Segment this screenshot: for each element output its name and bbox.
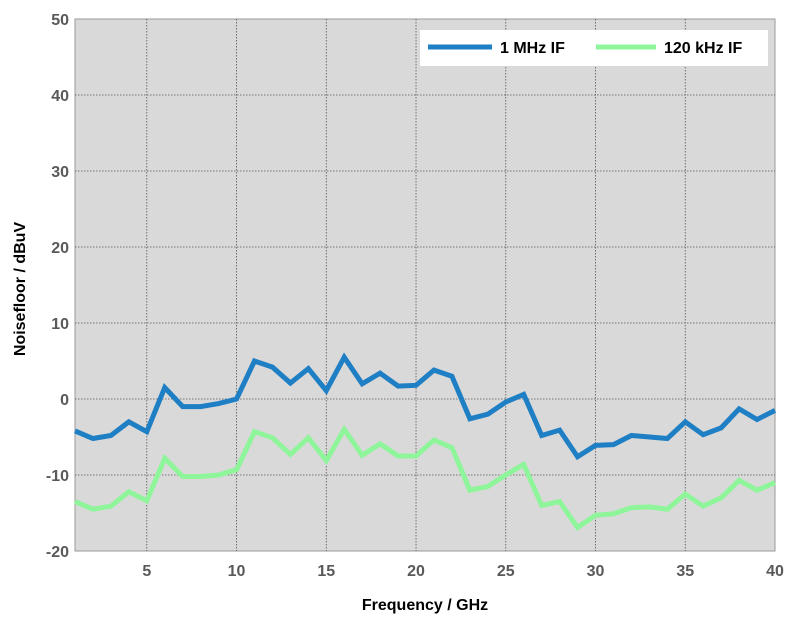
x-tick-label: 10 — [228, 563, 246, 580]
legend-label-1mhz: 1 MHz IF — [500, 40, 565, 57]
x-tick-label: 25 — [497, 563, 515, 580]
grid-lines — [75, 19, 775, 551]
y-tick-label: 30 — [51, 164, 69, 181]
legend: 1 MHz IF 120 kHz IF — [420, 30, 768, 66]
y-tick-label: -20 — [46, 544, 69, 561]
x-tick-labels: 5 10 15 20 25 30 35 40 — [142, 563, 784, 580]
y-tick-label: 40 — [51, 88, 69, 105]
y-tick-label: 10 — [51, 316, 69, 333]
y-tick-labels: -20 -10 0 10 20 30 40 50 — [46, 12, 69, 561]
x-tick-label: 40 — [766, 563, 784, 580]
x-tick-label: 30 — [587, 563, 605, 580]
plot-area — [74, 18, 776, 552]
y-tick-label: 0 — [60, 392, 69, 409]
x-tick-label: 35 — [676, 563, 694, 580]
series-layer — [74, 352, 777, 531]
series-line-120khz — [74, 424, 776, 531]
legend-label-120khz: 120 kHz IF — [664, 40, 742, 57]
y-tick-label: 20 — [51, 240, 69, 257]
y-axis-label: Noisefloor / dBuV — [12, 222, 29, 357]
x-tick-label: 20 — [407, 563, 425, 580]
y-tick-label: 50 — [51, 12, 69, 29]
series-line-1mhz — [74, 352, 777, 461]
y-tick-label: -10 — [46, 468, 69, 485]
x-axis-label: Frequency / GHz — [362, 597, 488, 614]
x-tick-label: 15 — [317, 563, 335, 580]
x-tick-label: 5 — [142, 563, 151, 580]
